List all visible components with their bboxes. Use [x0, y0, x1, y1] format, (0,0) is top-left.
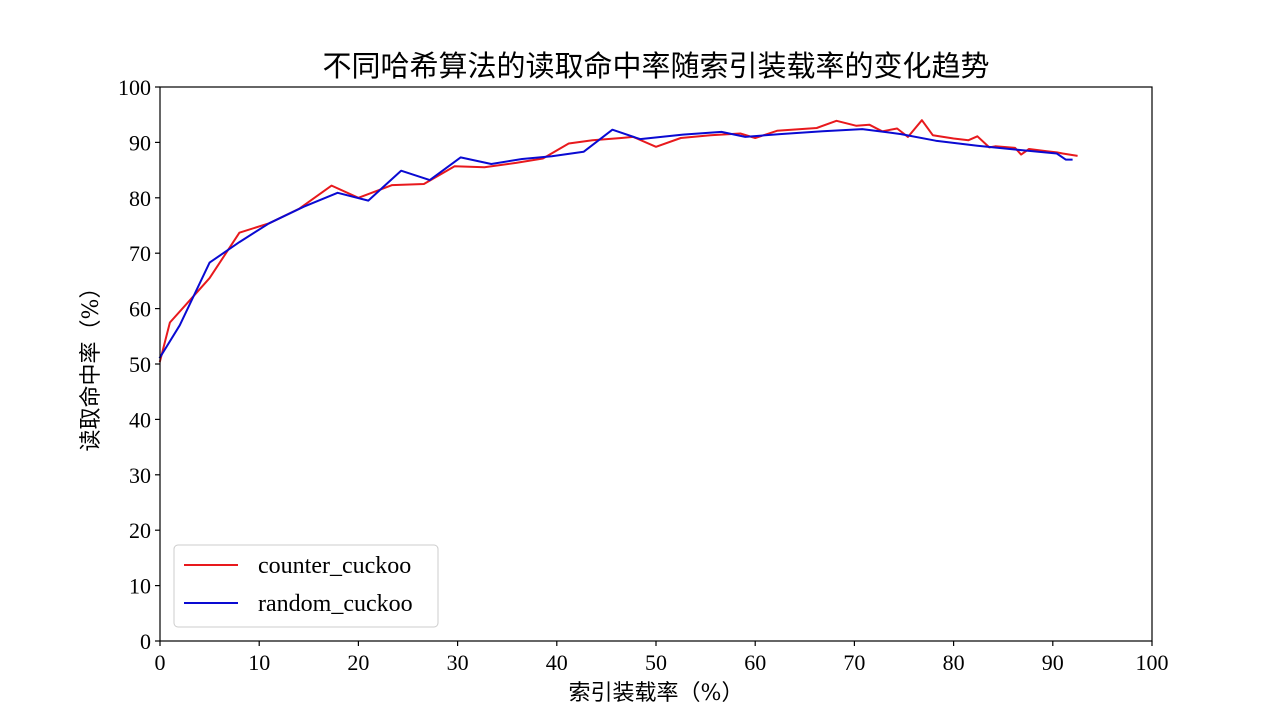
- y-tick-label: 60: [129, 297, 151, 322]
- x-tick-label: 30: [447, 650, 469, 675]
- x-tick-label: 70: [843, 650, 865, 675]
- x-tick-label: 100: [1136, 650, 1169, 675]
- x-tick-label: 0: [155, 650, 166, 675]
- legend: counter_cuckoo random_cuckoo: [173, 544, 439, 628]
- y-axis-label: 读取命中率（%）: [79, 277, 104, 452]
- x-tick-label: 40: [546, 650, 568, 675]
- x-tick-label: 90: [1042, 650, 1064, 675]
- y-tick-label: 20: [129, 518, 151, 543]
- x-tick-label: 20: [347, 650, 369, 675]
- y-tick-label: 10: [129, 574, 151, 599]
- y-tick-label: 70: [129, 241, 151, 266]
- y-tick-label: 50: [129, 352, 151, 377]
- chart-title: 不同哈希算法的读取命中率随索引装载率的变化趋势: [322, 49, 989, 83]
- series-line-random-cuckoo: [158, 128, 1073, 359]
- legend-label-counter-cuckoo: counter_cuckoo: [258, 553, 411, 579]
- x-tick-label: 80: [943, 650, 965, 675]
- y-tick-label: 40: [129, 407, 151, 432]
- x-tick-label: 60: [744, 650, 766, 675]
- series-line-counter-cuckoo: [158, 119, 1078, 363]
- x-axis: 0 10 20 30 40 50 60 70 80 90 100: [155, 641, 1169, 675]
- x-tick-label: 10: [248, 650, 270, 675]
- legend-box: [173, 544, 439, 628]
- x-tick-label: 50: [645, 650, 667, 675]
- x-axis-label: 索引装载率（%）: [569, 681, 744, 706]
- y-tick-label: 30: [129, 463, 151, 488]
- y-axis: 0 10 20 30 40 50 60 70 80 90 100: [118, 75, 160, 654]
- y-tick-label: 0: [140, 629, 151, 654]
- y-tick-label: 90: [129, 130, 151, 155]
- y-tick-label: 80: [129, 186, 151, 211]
- legend-label-random-cuckoo: random_cuckoo: [258, 591, 413, 617]
- y-tick-label: 100: [118, 75, 151, 100]
